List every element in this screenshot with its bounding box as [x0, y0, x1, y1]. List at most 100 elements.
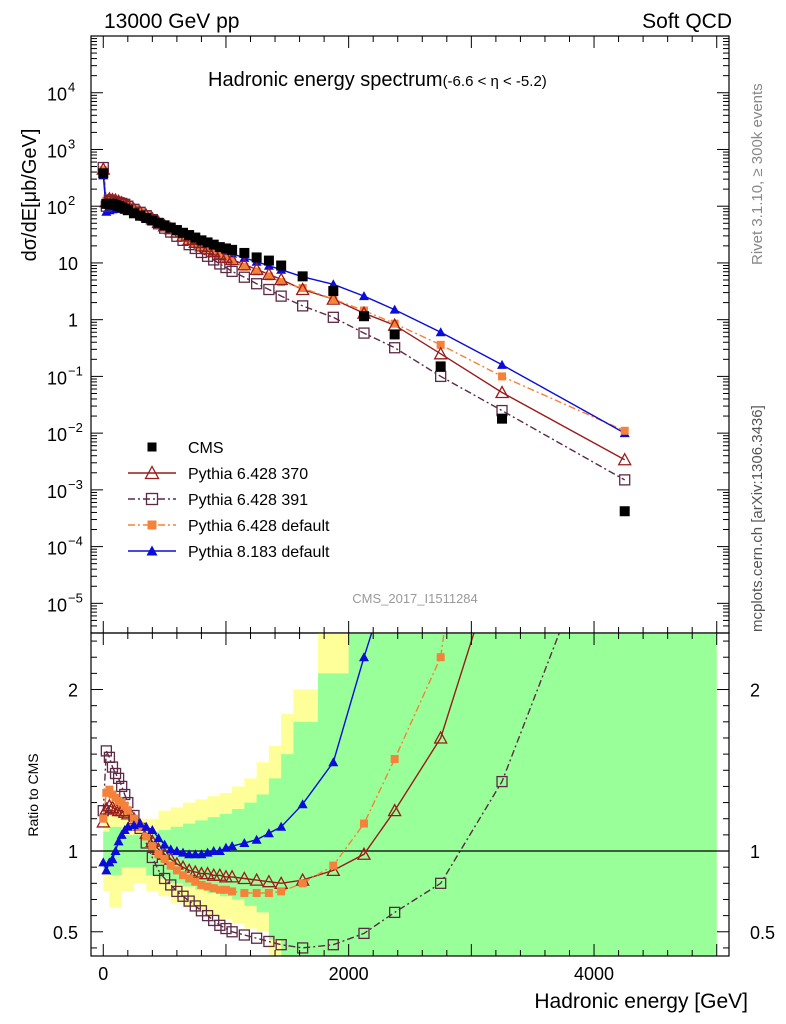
- ratio-data-point: [433, 730, 448, 744]
- ratio-x-ticks: [102, 633, 718, 956]
- ratio-data-point: [106, 761, 119, 773]
- main-y-tick-label-base: 10: [47, 539, 67, 559]
- ratio-data-point: [148, 842, 157, 851]
- main-line-pythia-6-428-default: [102, 170, 625, 432]
- main-y-tick-label-exp: 3: [68, 136, 75, 151]
- ratio-data-point: [390, 754, 399, 763]
- chart-title-main: Hadronic energy spectrum: [208, 69, 443, 91]
- legend-marker: [144, 465, 160, 480]
- process-label: Soft QCD: [642, 10, 732, 33]
- main-data-point: [212, 247, 227, 261]
- main-data-point: [277, 278, 286, 287]
- ratio-data-point: [107, 854, 118, 864]
- main-data-point: [358, 311, 369, 322]
- main-data-point: [389, 342, 401, 354]
- main-data-point: [390, 319, 399, 328]
- ratio-data-point: [261, 874, 276, 888]
- ratio-data-point: [239, 837, 250, 847]
- ratio-data-point: [326, 863, 341, 877]
- main-data-point: [218, 249, 234, 263]
- main-y-tick-label-base: 10: [47, 595, 67, 615]
- main-data-point: [214, 258, 226, 270]
- main-data-point: [220, 243, 231, 254]
- ratio-data-point: [160, 855, 169, 864]
- ratio-data-point: [298, 879, 307, 888]
- main-data-point: [358, 327, 370, 339]
- main-data-point: [433, 346, 448, 360]
- ratio-data-point: [172, 866, 181, 875]
- main-plot-content: [96, 161, 632, 517]
- ratio-data-point: [152, 864, 165, 877]
- main-data-point: [238, 271, 251, 283]
- x-axis-label: Hadronic energy [GeV]: [534, 990, 748, 1013]
- main-data-point: [190, 232, 201, 243]
- main-y-tick-label-base: 10: [47, 85, 67, 105]
- ratio-data-point: [159, 839, 170, 849]
- main-data-point: [122, 205, 133, 216]
- ratio-data-point: [191, 877, 200, 886]
- ratio-data-point: [221, 885, 230, 894]
- main-data-point: [226, 265, 238, 278]
- main-data-point: [620, 426, 629, 435]
- main-y-tick-label: 10: [47, 141, 67, 161]
- main-data-point: [326, 291, 341, 305]
- main-y-tick-label: 10: [47, 368, 67, 388]
- main-y-tick-label: 10: [47, 482, 67, 502]
- ratio-data-point: [252, 889, 261, 898]
- ratio-data-point: [212, 867, 227, 881]
- main-line-pythia-6-428-391: [102, 167, 626, 481]
- ratio-y-tick-label-right: 2: [750, 681, 760, 701]
- ratio-data-point: [226, 926, 238, 938]
- x-tick-labels: 0 2000 4000: [98, 964, 614, 984]
- main-line-pythia-8-183-default: [102, 175, 626, 434]
- ratio-panel: 0.5 0.5 1 1 2 2 0 2000 4000 Ratio to CMS Hadron…: [25, 632, 775, 1013]
- ratio-series-markers: [96, 652, 508, 954]
- ratio-y-tick-label-left: 0.5: [53, 923, 78, 943]
- analysis-id: CMS_2017_I1511284: [352, 591, 478, 606]
- ratio-data-point: [329, 861, 338, 870]
- main-y-tick-label-base: 10: [47, 141, 67, 161]
- main-series-markers: [96, 161, 632, 517]
- main-y-tick-label: 10: [47, 539, 67, 559]
- legend-label: Pythia 6.428 391: [188, 492, 308, 509]
- ratio-data-point: [105, 800, 120, 814]
- ratio-data-point: [358, 652, 369, 662]
- main-data-point: [237, 257, 252, 271]
- ratio-data-point: [436, 653, 445, 662]
- ratio-data-point: [179, 871, 188, 880]
- ratio-data-point: [249, 872, 264, 886]
- ratio-plot-content: [91, 633, 729, 956]
- main-y-tick-label: 10: [47, 595, 67, 615]
- ratio-data-point: [297, 799, 308, 809]
- main-data-point: [252, 267, 261, 276]
- main-y-tick-label-exp: −4: [68, 534, 83, 549]
- main-data-point: [208, 239, 219, 250]
- main-data-point: [251, 252, 262, 263]
- main-data-point: [196, 235, 207, 246]
- main-data-point: [389, 329, 400, 340]
- ratio-data-point: [99, 801, 114, 815]
- ratio-data-point: [99, 814, 108, 823]
- ratio-data-point: [110, 846, 121, 856]
- ratio-data-point: [387, 803, 402, 817]
- main-data-point: [295, 282, 310, 296]
- main-data-point: [171, 225, 182, 236]
- ratio-data-point: [275, 939, 287, 951]
- main-data-point: [261, 266, 276, 280]
- main-y-tick-label-exp: −2: [68, 420, 83, 435]
- ratio-data-point: [237, 871, 252, 885]
- main-x-ticks: [102, 36, 718, 633]
- chart-title: Hadronic energy spectrum(-6.6 < η < -5.2…: [208, 69, 547, 91]
- main-data-point: [203, 245, 212, 254]
- main-data-point: [128, 208, 139, 219]
- x-tick-label: 0: [98, 964, 108, 984]
- main-data-point: [498, 372, 507, 381]
- ratio-data-point: [215, 885, 224, 894]
- ratio-data-point: [359, 819, 368, 828]
- main-data-point: [358, 291, 369, 301]
- ratio-y-tick-label-left: 1: [68, 842, 78, 862]
- main-data-point: [250, 278, 263, 290]
- main-y-tick-label-exp: 2: [68, 193, 75, 208]
